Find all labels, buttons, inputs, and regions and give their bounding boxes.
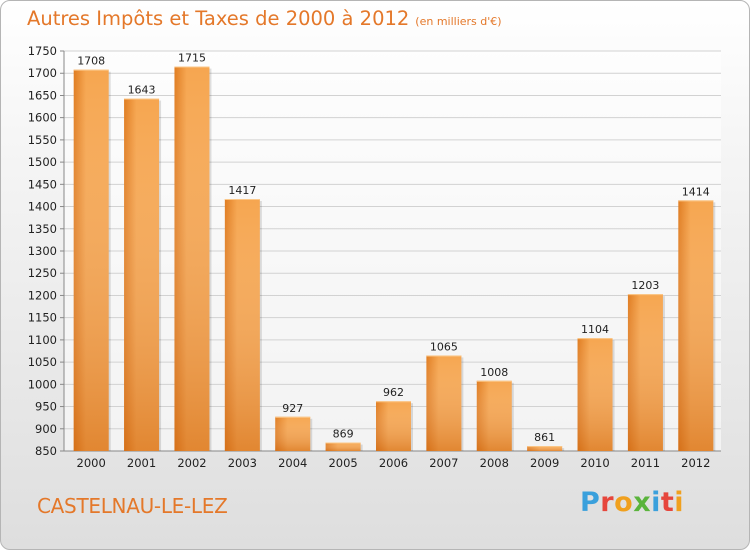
bar-shade (275, 416, 311, 451)
data-label: 1414 (682, 185, 710, 198)
x-tick-label: 2009 (530, 456, 559, 470)
chart-title: Autres Impôts et Taxes de 2000 à 2012 (en… (27, 7, 502, 30)
y-tick-label: 1200 (28, 288, 57, 302)
brand-letter: i (674, 487, 685, 518)
y-tick-label: 950 (35, 400, 57, 414)
y-tick-label: 1250 (28, 266, 57, 280)
bar-shade (224, 199, 260, 451)
brand-letter: r (600, 487, 615, 518)
data-label: 869 (333, 428, 354, 441)
data-label: 927 (282, 402, 303, 415)
x-tick-label: 2008 (480, 456, 509, 470)
x-tick-label: 2005 (328, 456, 357, 470)
x-tick-label: 2002 (177, 456, 206, 470)
x-tick-label: 2003 (228, 456, 257, 470)
chart-title-text: Autres Impôts et Taxes de 2000 à 2012 (27, 7, 410, 30)
brand-letter: o (614, 487, 634, 518)
brand-letter: t (660, 487, 675, 518)
y-tick-label: 1000 (28, 377, 57, 391)
y-tick-label: 1350 (28, 222, 57, 236)
bar-shade (426, 355, 462, 451)
city-name: CASTELNAU-LE-LEZ (37, 494, 228, 518)
data-label: 1417 (228, 184, 256, 197)
y-tick-label: 1650 (28, 88, 57, 102)
y-tick-label: 1700 (28, 66, 57, 80)
y-tick-label: 1750 (28, 44, 57, 58)
y-tick-label: 900 (35, 422, 57, 436)
data-label: 1104 (581, 323, 609, 336)
y-tick-label: 1150 (28, 311, 57, 325)
bar-shade (174, 66, 210, 452)
x-tick-label: 2007 (429, 456, 458, 470)
brand-letter: i (651, 487, 661, 518)
bar-shade (627, 294, 663, 451)
brand-letter: x (633, 487, 652, 518)
x-tick-label: 2000 (77, 456, 106, 470)
data-label: 962 (383, 386, 404, 399)
y-tick-label: 1600 (28, 111, 57, 125)
y-tick-label: 1300 (28, 244, 57, 258)
bar-shade (476, 380, 512, 451)
data-label: 1708 (77, 55, 105, 68)
y-tick-label: 850 (35, 444, 57, 458)
bar-shade (577, 338, 613, 451)
bar-shade (73, 69, 109, 452)
bar-shade (678, 200, 714, 451)
data-label: 1065 (430, 340, 458, 353)
y-tick-label: 1050 (28, 355, 57, 369)
x-tick-label: 2010 (580, 456, 609, 470)
data-label: 1643 (128, 84, 156, 97)
x-tick-label: 2001 (127, 456, 156, 470)
bar-shade (124, 98, 160, 452)
x-tick-label: 2004 (278, 456, 307, 470)
data-label: 1203 (631, 279, 659, 292)
bar-shade (376, 401, 411, 451)
y-tick-label: 1100 (28, 333, 57, 347)
y-tick-label: 1550 (28, 133, 57, 147)
data-label: 1715 (178, 52, 206, 65)
x-tick-label: 2012 (681, 456, 710, 470)
y-tick-label: 1500 (28, 155, 57, 169)
x-tick-label: 2006 (379, 456, 408, 470)
x-tick-label: 2011 (631, 456, 660, 470)
bar-shade (527, 446, 563, 451)
data-label: 1008 (480, 366, 508, 379)
data-label: 861 (534, 431, 555, 444)
chart-subtitle: (en milliers d'€) (415, 15, 502, 28)
y-tick-label: 1450 (28, 177, 57, 191)
brand-letter: P (580, 487, 601, 518)
y-tick-label: 1400 (28, 200, 57, 214)
bar-shade (325, 442, 361, 451)
proxiti-logo: Proxiti (580, 487, 684, 518)
